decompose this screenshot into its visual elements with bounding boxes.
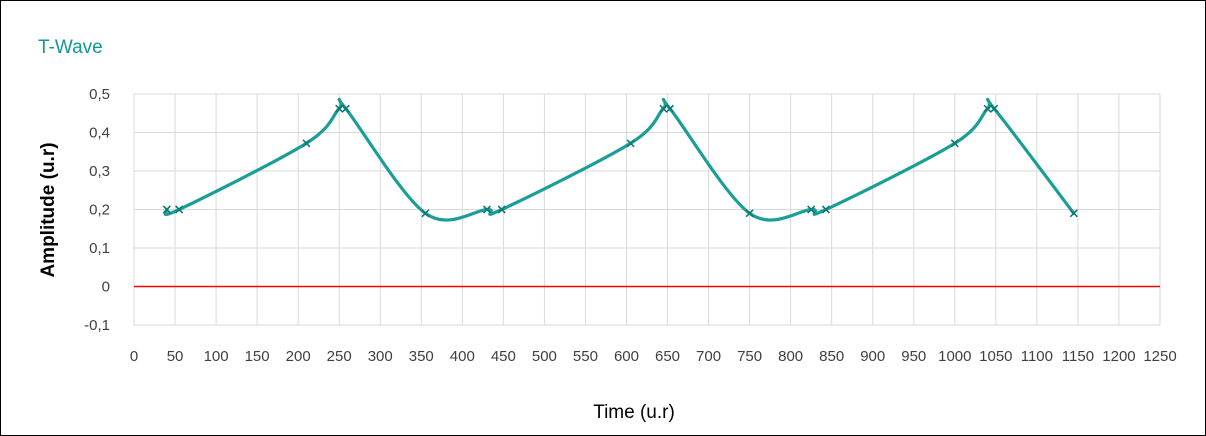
y-tick-label: 0 xyxy=(102,279,110,296)
data-point xyxy=(950,139,959,148)
y-tick-label: 0,1 xyxy=(89,240,110,257)
x-tick-label: 350 xyxy=(409,348,434,365)
data-point xyxy=(497,205,506,214)
x-tick-labels: 0 50 100 150 200 250 300 350 400 450 500 550 600 650 7… xyxy=(130,348,1177,365)
x-tick-label: 550 xyxy=(573,348,598,365)
x-tick-label: 700 xyxy=(696,348,721,365)
x-tick-label: 900 xyxy=(860,348,885,365)
data-point xyxy=(175,205,184,214)
x-tick-label: 250 xyxy=(327,348,352,365)
x-tick-label: 200 xyxy=(286,348,311,365)
x-tick-label: 1100 xyxy=(1021,348,1053,365)
x-tick-label: 1150 xyxy=(1062,348,1094,365)
data-point xyxy=(162,205,171,214)
x-tick-label: 600 xyxy=(614,348,639,365)
data-point xyxy=(482,205,492,214)
data-point xyxy=(1069,209,1078,218)
x-tick-label: 1250 xyxy=(1143,348,1176,365)
y-axis-label: Amplitude (u.r) xyxy=(38,142,59,277)
data-point xyxy=(990,104,999,113)
data-point xyxy=(421,209,430,218)
x-tick-label: 450 xyxy=(491,348,516,365)
series-group xyxy=(162,97,1078,222)
data-point xyxy=(983,104,992,113)
y-tick-labels: -0,1 0 0,1 0,2 0,3 0,4 0,5 xyxy=(84,86,110,334)
series-line xyxy=(163,97,1076,222)
data-point xyxy=(665,104,675,113)
data-point xyxy=(821,205,831,214)
y-tick-label: 0,5 xyxy=(89,86,110,103)
x-tick-label: 0 xyxy=(130,348,138,365)
data-point xyxy=(659,104,668,113)
data-point xyxy=(302,139,311,148)
x-tick-label: 750 xyxy=(737,348,762,365)
x-tick-label: 1000 xyxy=(938,348,971,365)
x-tick-label: 950 xyxy=(901,348,926,365)
x-tick-label: 650 xyxy=(655,348,680,365)
x-tick-label: 300 xyxy=(368,348,393,365)
x-tick-label: 1050 xyxy=(979,348,1012,365)
x-tick-label: 400 xyxy=(450,348,475,365)
y-tick-label: -0,1 xyxy=(84,317,110,334)
data-point xyxy=(626,139,635,148)
x-tick-label: 500 xyxy=(532,348,557,365)
x-tick-label: 100 xyxy=(204,348,229,365)
x-tick-label: 50 xyxy=(167,348,184,365)
data-point xyxy=(341,104,350,113)
x-tick-label: 1200 xyxy=(1102,348,1135,365)
x-tick-label: 800 xyxy=(778,348,803,365)
y-tick-label: 0,3 xyxy=(89,163,110,180)
y-tick-label: 0,4 xyxy=(89,125,110,142)
x-tick-label: 150 xyxy=(245,348,270,365)
y-tick-label: 0,2 xyxy=(89,202,110,219)
data-point xyxy=(807,205,816,214)
x-axis-label: Time (u.r) xyxy=(593,402,675,423)
data-point xyxy=(745,209,754,218)
chart-title: T-Wave xyxy=(38,37,103,58)
x-tick-label: 850 xyxy=(819,348,844,365)
data-point xyxy=(335,104,344,113)
